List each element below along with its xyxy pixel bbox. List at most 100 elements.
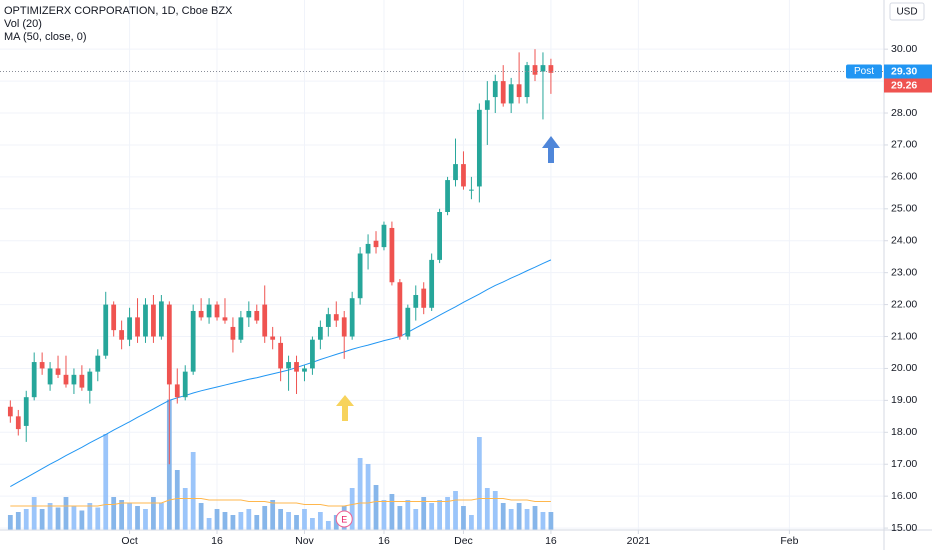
volume-bar <box>357 458 363 530</box>
candle-body <box>397 282 403 337</box>
candle-body <box>341 317 347 337</box>
volume-bar <box>548 512 554 530</box>
candle-body <box>286 362 291 369</box>
volume-bar <box>516 503 522 530</box>
volume-bar <box>397 506 403 530</box>
volume-bar <box>453 491 458 530</box>
currency-label[interactable]: USD <box>896 7 917 18</box>
arrow-shaft <box>342 404 348 421</box>
candle-body <box>294 362 299 372</box>
x-tick-label: 2021 <box>627 535 651 547</box>
candle-body <box>405 307 411 337</box>
volume-bar <box>476 437 482 530</box>
candle-body <box>333 314 339 321</box>
candle-body <box>302 368 307 372</box>
candle-body <box>174 384 180 398</box>
candle-body <box>198 310 204 318</box>
volume-bar <box>111 497 117 530</box>
candle-body <box>373 240 379 248</box>
candle-body <box>532 65 538 75</box>
candle-body <box>325 314 331 327</box>
currency-box[interactable] <box>889 2 925 21</box>
arrow-head <box>542 136 560 148</box>
post-tag-box <box>846 64 882 79</box>
earnings-label: E <box>341 514 347 524</box>
candle-body <box>47 368 53 385</box>
volume-bar <box>381 500 387 530</box>
candle-body <box>317 326 323 340</box>
candle-body <box>508 84 514 104</box>
volume-bar <box>23 509 29 530</box>
candle-body <box>7 406 13 417</box>
volume-bar <box>429 503 435 530</box>
volume-bar <box>262 506 268 530</box>
x-tick-label: 16 <box>378 535 390 547</box>
candle-body <box>349 298 355 337</box>
volume-bar <box>15 512 21 530</box>
volume-bar <box>389 494 395 530</box>
volume-bar <box>143 509 148 530</box>
candle-body <box>445 180 450 212</box>
y-tick-label: 19.00 <box>891 394 917 406</box>
volume-bar <box>349 488 355 530</box>
volume-bar <box>119 500 125 530</box>
y-tick-label: 25.00 <box>891 203 917 215</box>
volume-bar <box>55 507 61 530</box>
volume-bar <box>333 515 339 530</box>
volume-bar <box>238 512 244 530</box>
last-price-label: 29.26 <box>891 79 917 91</box>
x-tick-label: Nov <box>295 535 314 547</box>
candle-body <box>206 304 212 318</box>
candle-body <box>55 368 61 375</box>
x-tick-label: 16 <box>545 535 557 547</box>
indicator-label: MA (50, close, 0) <box>4 31 87 43</box>
candle-body <box>453 164 458 181</box>
y-tick-label: 21.00 <box>891 330 917 342</box>
volume-bar <box>79 510 85 530</box>
post-price-label: 29.30 <box>891 65 917 77</box>
volume-bar <box>198 503 204 530</box>
price-pane: E <box>0 49 884 528</box>
volume-bar <box>71 506 77 530</box>
candle-body <box>357 253 363 299</box>
candle-body <box>246 310 252 318</box>
candle-body <box>127 317 132 340</box>
candle-body <box>135 317 140 337</box>
y-tick-label: 22.00 <box>891 298 917 310</box>
candle-body <box>182 371 188 398</box>
x-tick-label: Oct <box>121 535 137 547</box>
volume-bar <box>31 497 37 530</box>
volume-bar <box>166 399 172 530</box>
candle-body <box>214 304 220 318</box>
y-tick-label: 16.00 <box>891 490 917 502</box>
volume-bar <box>469 515 474 530</box>
candle-body <box>238 317 244 340</box>
last-price-box <box>884 78 932 93</box>
candle-body <box>270 336 276 340</box>
candle-body <box>278 342 284 369</box>
candle-body <box>143 304 148 337</box>
x-tick-label: Dec <box>454 535 473 547</box>
candle-body <box>461 164 466 187</box>
volume-pane <box>7 399 554 530</box>
volume-bar <box>317 512 323 530</box>
blue-arrow <box>542 136 560 163</box>
volume-bar <box>508 509 514 530</box>
volume-bar <box>87 503 93 530</box>
volume-bar <box>492 491 498 530</box>
candle-body <box>103 304 109 356</box>
candle-body <box>31 362 37 398</box>
yellow-arrow <box>336 395 354 421</box>
volume-bar <box>103 434 109 530</box>
volume-bar <box>532 506 538 530</box>
volume-bar <box>214 509 220 530</box>
volume-bar <box>47 503 53 530</box>
volume-bar <box>500 503 506 530</box>
indicator-label: Vol (20) <box>4 18 42 30</box>
candle-body <box>476 109 482 187</box>
volume-bar <box>413 509 419 530</box>
y-tick-label: 20.00 <box>891 362 917 374</box>
candle-body <box>500 81 506 104</box>
candle-body <box>151 304 156 337</box>
